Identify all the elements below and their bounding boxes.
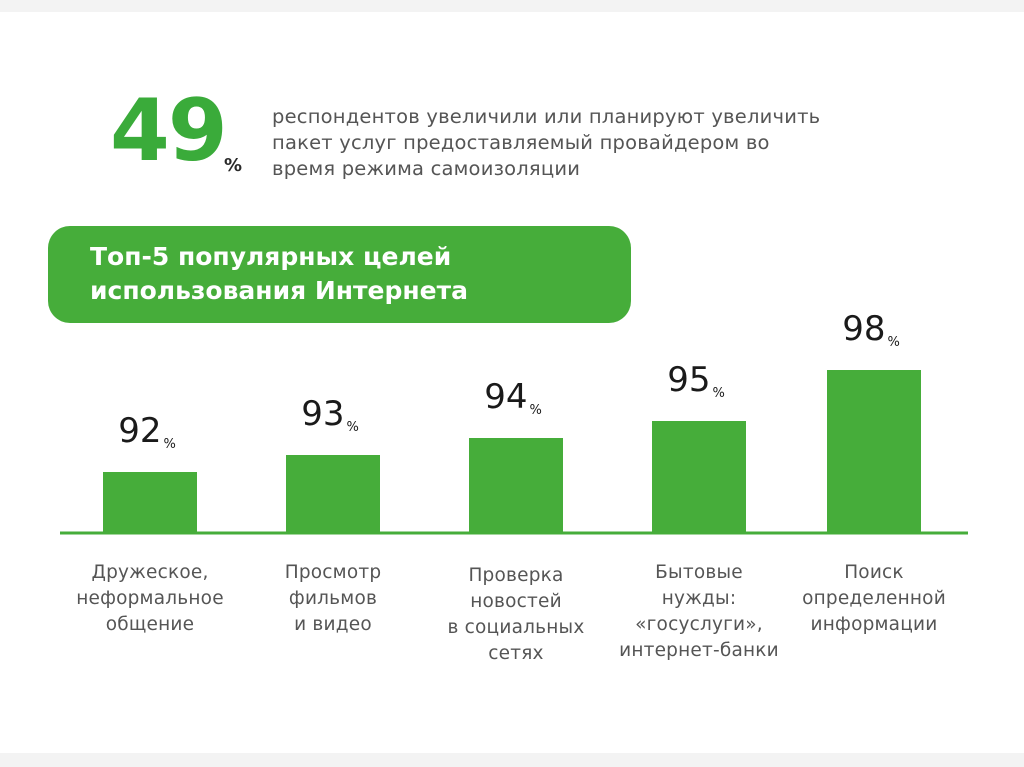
chart-title-banner	[48, 226, 631, 323]
headline-stat-value: 49	[110, 81, 228, 181]
bar-value-number: 93	[301, 394, 344, 434]
bar-value-unit: %	[163, 437, 175, 452]
category-label-5: Поиск определенной информации	[802, 562, 946, 635]
category-label-4: Бытовые нужды: «госуслуги», интернет-бан…	[619, 562, 779, 661]
bar-value-unit: %	[529, 403, 541, 418]
bar-value-number: 92	[118, 411, 161, 451]
bar-value-unit: %	[887, 335, 899, 350]
bar-value-label-1: 92%	[118, 411, 176, 452]
bar-5	[827, 370, 921, 533]
top-border	[0, 0, 1024, 12]
bar-1	[103, 472, 197, 533]
bar-value-number: 95	[667, 360, 710, 400]
bar-value-number: 98	[842, 309, 885, 349]
bar-value-unit: %	[346, 420, 358, 435]
chart-title: Топ-5 популярных целей использования Инт…	[90, 242, 468, 305]
headline-stat-description: респондентов увеличили или планируют уве…	[272, 105, 821, 180]
category-label-1: Дружеское, неформальное общение	[76, 562, 224, 635]
bar-4	[652, 421, 746, 533]
bar-value-unit: %	[712, 386, 724, 401]
bar-value-label-5: 98%	[842, 309, 900, 350]
category-label-3: Проверка новостей в социальных сетях	[447, 565, 585, 664]
headline-stat-unit: %	[224, 155, 243, 176]
bar-3	[469, 438, 563, 533]
bar-value-label-3: 94%	[484, 377, 542, 418]
bar-value-label-4: 95%	[667, 360, 725, 401]
bar-value-number: 94	[484, 377, 527, 417]
bar-value-label-2: 93%	[301, 394, 359, 435]
bottom-border	[0, 753, 1024, 767]
category-label-2: Просмотр фильмов и видео	[284, 562, 382, 635]
bar-2	[286, 455, 380, 533]
